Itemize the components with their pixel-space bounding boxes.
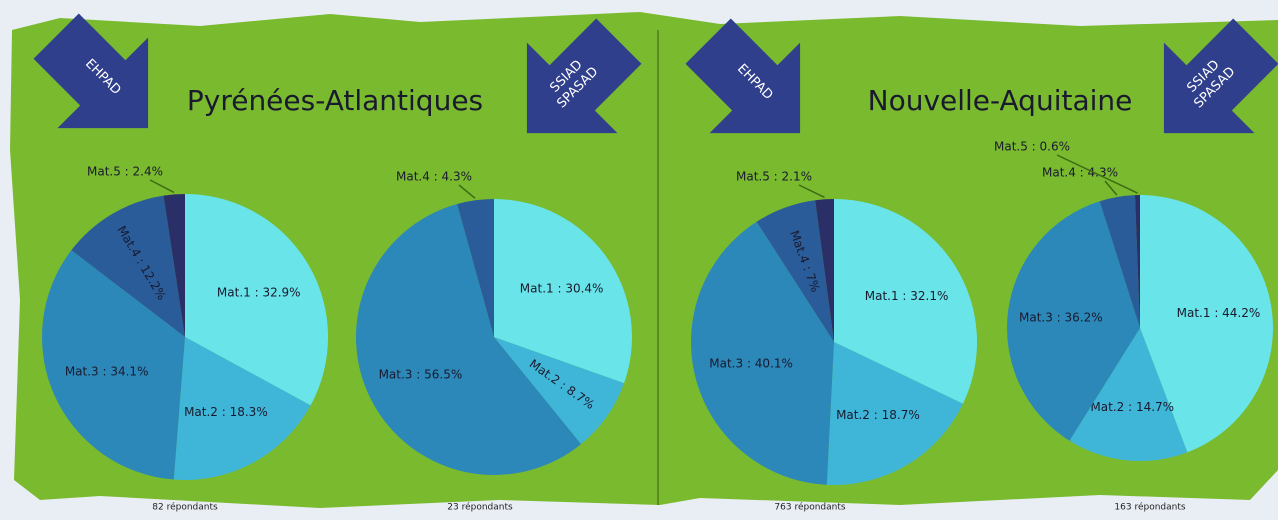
respondents-note: 763 répondants xyxy=(774,502,845,513)
pie-slice xyxy=(756,200,834,342)
panel-title: Nouvelle-Aquitaine xyxy=(868,84,1133,117)
pie-slice xyxy=(1099,195,1140,328)
respondents-note: 23 répondants xyxy=(447,502,513,513)
pie-slice xyxy=(71,195,185,337)
slice-label: Mat.1 : 30.4% xyxy=(520,282,604,296)
slice-label: Mat.4 : 4.3% xyxy=(1042,166,1118,180)
slice-label: Mat.5 : 0.6% xyxy=(994,140,1070,154)
pie-slice xyxy=(42,250,185,480)
respondents-note: 82 répondants xyxy=(152,502,218,513)
pie-slice xyxy=(834,199,977,404)
panel-title: Pyrénées-Atlantiques xyxy=(187,84,483,117)
pie-slice xyxy=(690,221,834,485)
slice-label: Mat.3 : 34.1% xyxy=(65,364,149,378)
pie-slice xyxy=(494,337,625,445)
slice-label: Mat.2 : 18.7% xyxy=(836,408,920,422)
arrow xyxy=(33,13,149,129)
leader-line xyxy=(458,184,476,199)
pie-slice xyxy=(494,199,632,384)
slice-label: Mat.4 : 4.3% xyxy=(396,170,472,184)
pie-slice xyxy=(1140,195,1273,453)
pie-slice xyxy=(1134,195,1140,328)
arrow xyxy=(1163,18,1278,134)
slice-label: Mat.5 : 2.1% xyxy=(736,170,812,184)
slice-label: Mat.2 : 18.3% xyxy=(184,405,268,419)
slice-label: Mat.5 : 2.4% xyxy=(87,165,163,179)
slice-label: Mat.1 : 44.2% xyxy=(1177,306,1261,320)
pie-slice xyxy=(356,204,582,475)
arrow-badge: EHPAD xyxy=(685,18,801,134)
slice-label: Mat.3 : 56.5% xyxy=(379,367,463,381)
slice-label: Mat.1 : 32.1% xyxy=(865,289,949,303)
pie-slice xyxy=(457,199,494,337)
slice-label: Mat.3 : 40.1% xyxy=(709,357,793,371)
leader-line xyxy=(1056,154,1138,194)
pie-slice xyxy=(185,194,328,406)
arrow-badge: EHPAD xyxy=(33,13,149,129)
leader-line xyxy=(798,184,825,198)
respondents-note: 163 répondants xyxy=(1114,502,1185,513)
pie-slice xyxy=(1006,201,1140,441)
pie-slice xyxy=(826,342,964,486)
slice-label: Mat.1 : 32.9% xyxy=(217,286,301,300)
leader-line xyxy=(1104,180,1118,196)
arrow xyxy=(526,18,642,134)
pie-slice xyxy=(1069,328,1188,462)
slice-label: Mat.2 : 14.7% xyxy=(1090,400,1174,414)
slice-label: Mat.3 : 36.2% xyxy=(1019,310,1103,324)
pie-slice xyxy=(163,194,185,337)
pie-slice xyxy=(815,199,834,342)
pie-slice xyxy=(173,337,311,480)
arrow xyxy=(685,18,801,134)
leader-line xyxy=(149,179,175,194)
